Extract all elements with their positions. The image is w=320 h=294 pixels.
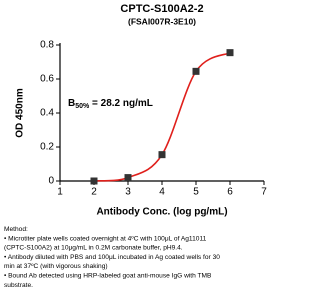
y-tick-label: 0.6 xyxy=(40,74,54,85)
data-point xyxy=(90,177,98,185)
x-tick-label: 3 xyxy=(125,187,131,198)
x-tick-label: 1 xyxy=(57,187,63,198)
x-tick-label: 6 xyxy=(227,187,233,198)
method-line: substrate. xyxy=(4,282,33,289)
data-point xyxy=(192,67,200,75)
data-point xyxy=(124,174,132,182)
y-tick-label: 0.4 xyxy=(40,108,54,119)
chart: CPTC-S100A2-2 (FSAI007R-3E10) Antibody C… xyxy=(4,3,267,289)
method-line: • Microtiter plate wells coated overnigh… xyxy=(4,235,207,242)
x-tick-label: 5 xyxy=(193,187,199,198)
data-point xyxy=(158,151,166,159)
method-line: min at 37ºC (with vigorous shaking) xyxy=(4,263,108,270)
annotation-rest: = 28.2 ng/mL xyxy=(89,98,153,109)
chart-subtitle: (FSAI007R-3E10) xyxy=(128,16,196,26)
y-tick-label: 0 xyxy=(48,176,54,187)
y-axis-label: OD 450nm xyxy=(15,88,26,138)
method-line: • Bound Ab detected using HRP-labeled go… xyxy=(4,272,212,279)
data-point xyxy=(226,49,234,57)
chart-title: CPTC-S100A2-2 xyxy=(120,3,203,15)
x-tick-label: 7 xyxy=(261,187,267,198)
method-line: • Antibody diluted with PBS and 100μL in… xyxy=(4,254,220,261)
annotation-main: B xyxy=(68,98,75,109)
method-title: Method: xyxy=(4,226,28,233)
x-tick-label: 2 xyxy=(91,187,97,198)
x-tick-label: 4 xyxy=(159,187,165,198)
y-tick-label: 0.8 xyxy=(40,40,54,51)
annotation: B50% = 28.2 ng/mL xyxy=(68,98,153,110)
x-axis-label: Antibody Conc. (log pg/mL) xyxy=(96,207,227,218)
y-tick-label: 0.2 xyxy=(40,142,54,153)
annotation-sub: 50% xyxy=(75,103,90,110)
method-lines: • Microtiter plate wells coated overnigh… xyxy=(4,235,220,289)
method-line: (CPTC-S100A2) at 10μg/mL in 0.2M carbona… xyxy=(4,245,183,252)
fit-curve xyxy=(93,51,231,182)
